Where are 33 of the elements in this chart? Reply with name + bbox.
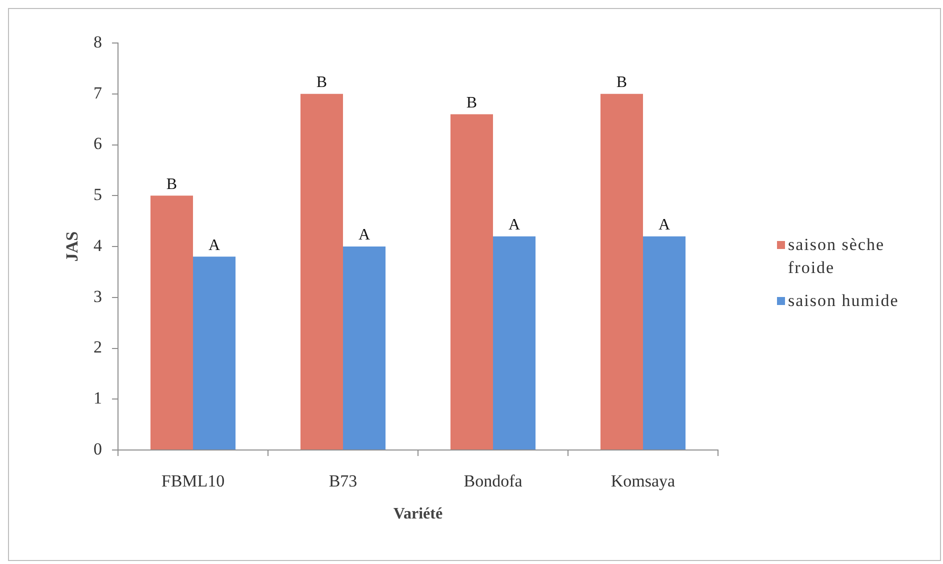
- bar: [343, 246, 386, 450]
- x-tick-label: B73: [328, 472, 358, 491]
- bar: [300, 94, 343, 450]
- annotation: B: [466, 94, 478, 112]
- annotation: A: [508, 216, 520, 234]
- y-tick-label: 6: [94, 134, 102, 154]
- y-axis-title: JAS: [62, 231, 82, 262]
- y-tick-label: 1: [94, 388, 102, 408]
- annotation: B: [166, 176, 178, 193]
- y-tick-label: 2: [94, 338, 102, 357]
- annotation: A: [208, 236, 220, 254]
- x-axis-title: Variété: [393, 506, 443, 523]
- annotation: A: [358, 226, 370, 244]
- bar: [150, 196, 193, 450]
- bar: [600, 94, 643, 450]
- bar: [450, 114, 493, 450]
- x-tick-label: FBML10: [161, 472, 225, 491]
- bar: [643, 236, 686, 450]
- x-tick-label: Bondofa: [464, 472, 523, 491]
- legend-label: saison sèche froide: [788, 234, 886, 279]
- y-tick-label: 8: [94, 32, 102, 52]
- bar: [193, 256, 236, 450]
- y-tick-label: 7: [94, 83, 102, 102]
- annotation: A: [658, 216, 670, 234]
- annotation: B: [316, 74, 328, 92]
- y-tick-label: 0: [94, 439, 102, 458]
- y-tick-label: 5: [94, 185, 102, 204]
- y-tick-label: 4: [94, 236, 102, 255]
- x-tick-label: Komsaya: [610, 472, 676, 491]
- annotation: B: [616, 74, 628, 92]
- legend-label: saison humide: [788, 290, 900, 312]
- bar: [493, 236, 536, 450]
- y-tick-label: 3: [94, 286, 102, 306]
